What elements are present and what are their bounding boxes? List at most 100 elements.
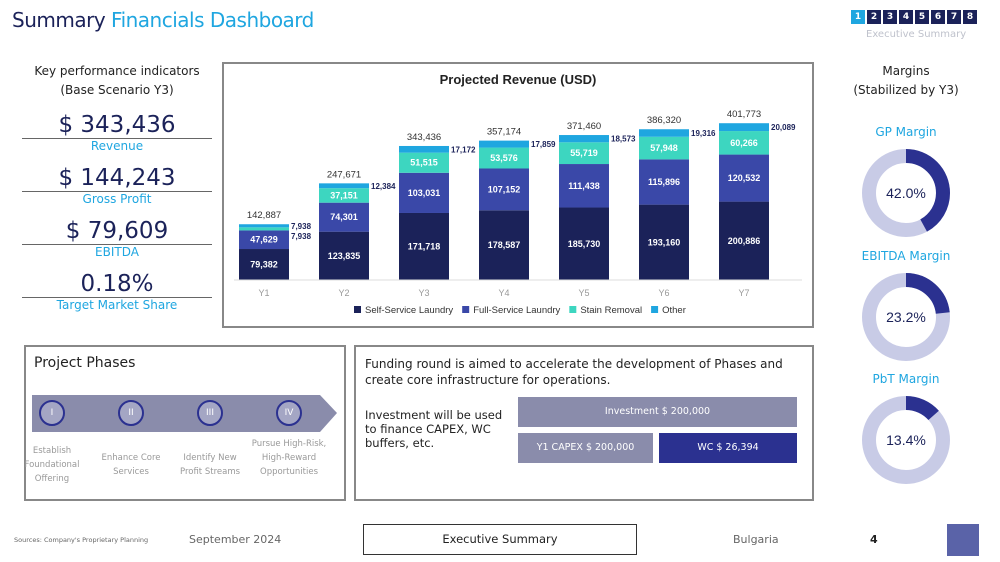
x-tick-label: Y2 [338,288,349,298]
phase-label: Pursue High-Risk, High-Reward Opportunit… [251,439,327,477]
bar-Y5-3 [559,135,609,143]
kpi-value: 0.18% [80,271,154,297]
margins-subheading: (Stabilized by Y3) [853,83,959,97]
legend-swatch [651,306,659,313]
total-label: 371,460 [567,121,601,132]
bar-label: 200,886 [728,236,761,246]
phase-label: Enhance Core Services [101,453,161,477]
total-label: 343,436 [407,132,441,143]
bar-label: 185,730 [568,239,601,249]
kpi-subheading: (Base Scenario Y3) [60,83,174,97]
capex-box: Y1 CAPEX $ 200,000 [518,433,653,463]
bar-label: 51,515 [410,158,438,168]
chart-title: Projected Revenue (USD) [439,72,597,87]
page-tab-3[interactable]: 3 [883,10,897,24]
phase-label: Establish Foundational Offering [24,446,80,484]
funding-panel: Funding round is aimed to accelerate the… [354,345,814,501]
margin-donut: 42.0% [862,149,950,237]
bar-Y6-0 [639,204,689,280]
kpi-label: EBITDA [95,245,139,259]
footer-section-button[interactable]: Executive Summary [363,524,637,555]
bar-Y4-2 [479,147,529,169]
bar-label: 103,031 [408,188,441,198]
kpi-divider [22,138,212,139]
page-title: Summary Financials Dashboard [12,8,314,32]
legend-label: Self-Service Laundry [365,305,453,316]
kpi-value: $ 144,243 [58,165,176,191]
bar-Y1-0 [239,249,289,280]
kpi-divider [22,297,212,298]
page-tab-1[interactable]: 1 [851,10,865,24]
bar-Y6-1 [639,159,689,205]
bar-Y3-3 [399,145,449,153]
kpi-heading: Key performance indicators [34,64,200,78]
bar-Y1-3 [239,224,289,228]
donut-value: 42.0% [886,185,926,201]
bar-label: 79,382 [250,260,278,270]
total-label: 357,174 [487,127,521,138]
bar-label-outside: 7,938 [291,232,312,241]
bar-label: 60,266 [730,138,758,148]
bar-label: 111,438 [568,181,600,191]
margins-panel: Margins (Stabilized by Y3) [846,62,966,100]
total-label: 142,887 [247,210,281,221]
page-tab-2[interactable]: 2 [867,10,881,24]
kpi-label: Revenue [90,139,144,153]
bar-Y7-2 [719,131,769,155]
margins-heading: Margins [882,64,930,78]
bar-Y2-0 [319,231,369,280]
bar-label: 53,576 [490,153,518,163]
kpi-panel: Key performance indicators (Base Scenari… [22,62,212,324]
total-label: 247,671 [327,169,361,180]
funding-text: Funding round is aimed to accelerate the… [365,357,783,387]
bar-Y1-1 [239,230,289,250]
margin-label: PbT Margin [872,372,940,386]
x-tick-label: Y3 [418,288,429,298]
kpi-label: Gross Profit [82,192,152,206]
funding-side-text: Investment will be used to finance CAPEX… [365,408,503,450]
page-tab-6[interactable]: 6 [931,10,945,24]
bar-Y5-2 [559,142,609,165]
donut-fill [862,396,950,484]
bar-label: 171,718 [408,241,441,251]
phases-arrow [32,395,337,432]
bar-label-outside: 19,316 [691,129,716,138]
kpi-label: Target Market Share [56,298,178,312]
company-logo [947,524,979,556]
phase-marker-III: III [197,400,223,426]
phases-title: Project Phases [34,355,136,371]
legend-label: Stain Removal [580,305,642,316]
bar-label: 74,301 [330,212,358,222]
bar-label-outside: 7,938 [291,222,312,231]
margin-donut: 23.2% [862,273,950,361]
title-main: Summary [12,8,106,32]
project-phases-panel: Project Phases I Establish Foundational O… [24,345,346,501]
x-tick-label: Y6 [658,288,669,298]
bar-Y7-0 [719,201,769,280]
page-tab-7[interactable]: 7 [947,10,961,24]
legend-swatch [354,306,361,313]
bar-Y2-1 [319,202,369,232]
page-tab-5[interactable]: 5 [915,10,929,24]
bar-label: 115,896 [648,177,680,187]
bar-label: 178,587 [488,240,521,250]
phase-marker-II: II [118,400,144,426]
total-label: 401,773 [727,109,761,120]
investment-box: Investment $ 200,000 [518,397,797,427]
bar-label: 47,629 [250,235,278,245]
bar-Y4-1 [479,168,529,211]
bar-Y6-3 [639,129,689,137]
bar-Y5-0 [559,207,609,280]
footer-date: September 2024 [189,533,282,546]
page-tab-4[interactable]: 4 [899,10,913,24]
title-accent: Financials Dashboard [111,8,314,32]
page-tab-8[interactable]: 8 [963,10,977,24]
bar-label-outside: 12,384 [371,182,396,191]
margin-donut: 13.4% [862,396,950,484]
x-tick-label: Y7 [738,288,749,298]
bar-Y3-2 [399,152,449,173]
bar-label: 123,835 [328,251,361,261]
margin-label: EBITDA Margin [861,249,951,263]
bar-label-outside: 17,859 [531,140,556,149]
